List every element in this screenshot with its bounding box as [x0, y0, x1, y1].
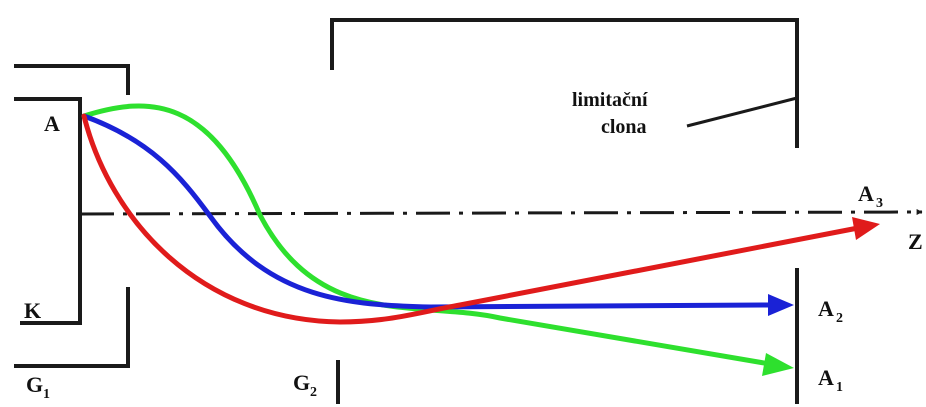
label-axis-z: Z	[908, 229, 923, 254]
label-g2-sub: 2	[310, 385, 317, 400]
label-cathode-k: K	[24, 298, 41, 323]
g1-upper-electrode	[14, 64, 130, 95]
label-g1: G	[26, 372, 43, 397]
label-a1: A	[818, 365, 834, 390]
label-point-a: A	[44, 111, 60, 136]
ray-green-to-a1	[81, 103, 773, 367]
g1-lower-electrode	[14, 287, 130, 368]
ray-red-to-a3	[81, 113, 861, 325]
label-a2: A	[818, 296, 834, 321]
aperture-pointer-line	[686, 96, 798, 128]
optical-axis-z	[79, 209, 923, 216]
ray-red-arrowhead	[852, 217, 880, 240]
label-g1-sub: 1	[43, 387, 50, 402]
ray-green-arrowhead	[762, 353, 794, 376]
label-a1-sub: 1	[836, 380, 843, 395]
ray-blue-to-a2	[81, 113, 773, 310]
label-g2: G	[293, 370, 310, 395]
label-aperture-line2: clona	[601, 116, 647, 138]
label-a3-sub: 3	[876, 196, 883, 211]
label-a2-sub: 2	[836, 311, 843, 326]
upper-electrode	[330, 18, 799, 148]
label-aperture-line1: limitační	[572, 89, 648, 111]
label-a3: A	[858, 181, 874, 206]
ray-blue-arrowhead	[768, 294, 794, 316]
cathode-electrode	[14, 97, 82, 325]
